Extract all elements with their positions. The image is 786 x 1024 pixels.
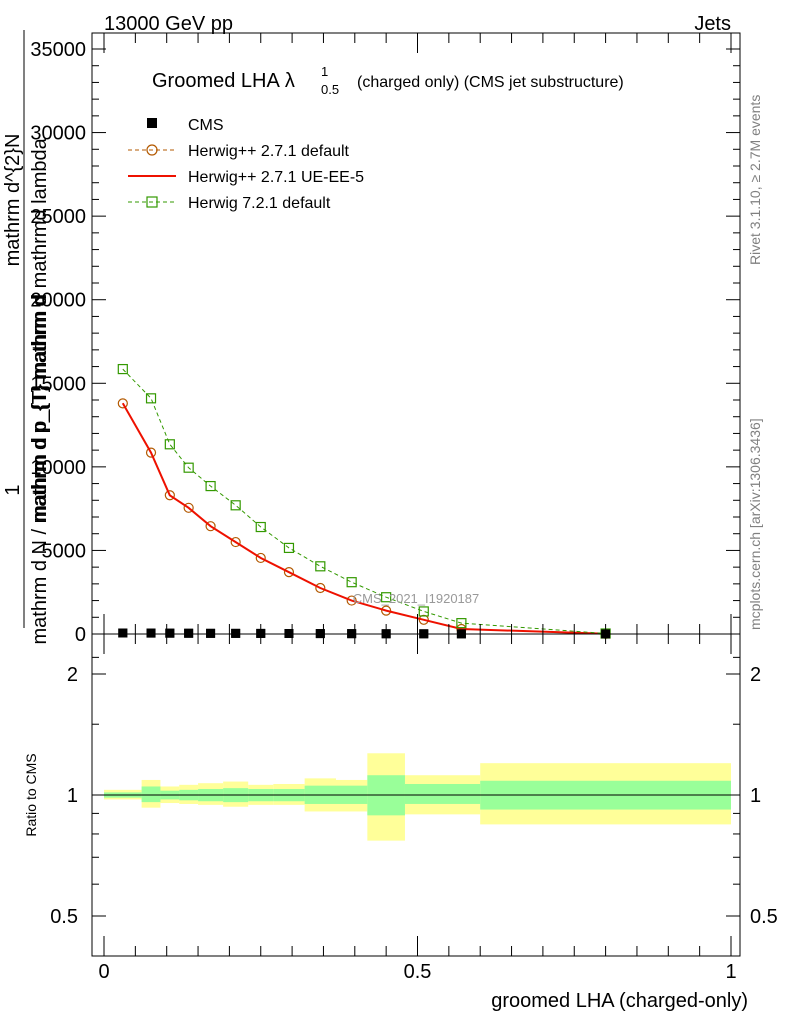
title-superscript: 1 [321,64,328,79]
herwig721-point [117,363,128,375]
herwig271-point [117,398,128,409]
ratio-band-inner [141,786,161,803]
ratio-bands [104,753,731,841]
herwig721-point [456,618,467,629]
cms-data-point [206,628,216,638]
legend-herwig721-label: Herwig 7.2.1 default [188,195,331,212]
header-right: Jets [694,13,731,35]
legend-herwig721-marker [146,196,158,208]
main-panel: 0 5000 10000 15000 20000 25000 30000 35000 Groo… [30,32,741,646]
y-label-one: 1 [2,484,24,495]
herwig271-point [381,605,392,616]
herwig271-point [145,447,157,458]
herwig721-point [418,606,429,617]
cms-data-point [165,628,175,638]
x-tick-label: 0.5 [404,961,432,983]
title-rest: (charged only) (CMS jet substructure) [357,74,624,91]
legend-herwig271-marker [146,144,158,156]
herwig271-point [164,490,175,501]
main-y-axis-label: 1 mathrm d^{2}N mathrm d p_{T} mathrm d … [2,30,51,645]
cms-data-point [146,628,156,638]
herwig721-point [315,561,326,572]
ratio-y-tick-label-right: 2 [750,664,761,686]
cms-data-point [284,628,294,638]
x-tick-label: 1 [725,961,736,983]
main-x-ticks [103,33,732,634]
herwig721-point [164,439,175,450]
herwig721-point [205,480,216,492]
legend: CMS Herwig++ 2.7.1 default Herwig++ 2.7.… [128,117,364,212]
herwig271-point [283,567,295,578]
cms-data-point [184,628,194,638]
ratio-y-tick-label-right: 0.5 [750,906,778,928]
main-y-tick-label: 30000 [30,123,86,145]
cms-data-point [231,628,241,638]
x-tick-label: 0 [98,961,109,983]
herwig721-point [255,521,266,533]
ratio-band-inner [404,784,481,804]
y-label-frac-num: mathrm d^{2}N [2,134,24,267]
rivet-info: Rivet 3.1.10, ≥ 2.7M events [747,95,763,265]
ratio-y-ticks: 0.5 0.5 1 1 2 2 [50,656,778,928]
main-y-tick-label: 15000 [30,373,86,395]
legend-cms-label: CMS [188,117,224,134]
x-axis-label: groomed LHA (charged-only) [491,990,748,1012]
legend-cms-marker [147,118,157,128]
herwig271-point [183,502,194,513]
herwig721-point [381,592,392,603]
title-subscript: 0.5 [321,82,339,97]
main-y-tick-label: 25000 [30,206,86,228]
herwig271-point [230,536,241,548]
main-y-tick-label: 5000 [42,540,87,562]
legend-ueee5-label: Herwig++ 2.7.1 UE-EE-5 [188,169,364,186]
cms-data-point [118,628,128,638]
herwig721-line [122,368,606,634]
ratio-y-tick-label: 2 [67,664,78,686]
main-y-tick-label: 10000 [30,457,86,479]
ratio-panel: 0.5 0.51 12 2 0 0.5 1 [50,633,778,983]
ratio-y-tick-label: 0.5 [50,906,78,928]
ratio-x-ticks: 0 0.5 1 [98,634,737,983]
herwig721-point [183,462,194,473]
herwig721-point [230,500,241,511]
herwig271-point [315,582,326,594]
herwig271-point [255,552,266,564]
herwig721-point [145,393,157,404]
herwig271-point [346,595,357,606]
ratio-y-tick-label: 1 [67,785,78,807]
ratio-y-tick-label-right: 1 [750,785,761,807]
header-left: 13000 GeV pp [104,13,233,35]
y-label-front: mathrm d N / mathrm d p_{T} mathrm d [29,296,51,645]
ratio-y-label: Ratio to CMS [23,753,39,836]
main-y-tick-label: 20000 [30,290,86,312]
main-y-tick-label: 0 [75,624,86,646]
mcplots-info: mcplots.cern.ch [arXiv:1306.3436] [747,418,763,630]
herwig721-point [283,542,295,554]
chart-title: Groomed LHA λ [152,70,295,92]
herwig721-point [346,577,357,588]
legend-herwig271-label: Herwig++ 2.7.1 default [188,143,350,160]
y-label-frac-den: mathrm d p_{T} mathrm d mathrmd lambda [29,137,51,521]
main-y-tick-label: 35000 [30,39,86,61]
watermark: CMS_2021_I1920187 [353,591,480,606]
herwig271-point [418,614,429,625]
main-y-ticks: 0 5000 10000 15000 20000 25000 30000 35000 [30,39,740,646]
herwig271-point [205,521,216,532]
